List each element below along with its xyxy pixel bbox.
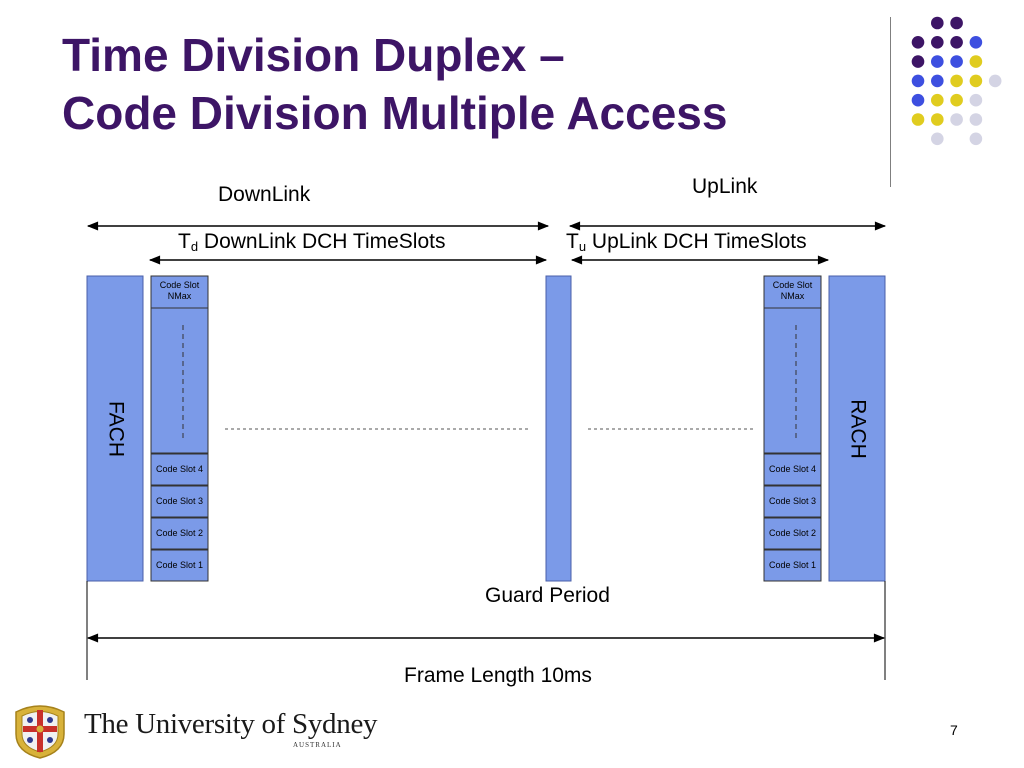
- uplink-code-slot-3: Code Slot 3: [768, 496, 817, 506]
- page-number: 7: [950, 722, 958, 738]
- td-label: Td DownLink DCH TimeSlots: [178, 230, 445, 254]
- downlink-code-slot-1: Code Slot 1: [155, 560, 204, 570]
- uplink-code-slot-4: Code Slot 4: [768, 464, 817, 474]
- tu-text: UpLink DCH TimeSlots: [591, 230, 807, 253]
- university-crest-logo: [15, 705, 65, 759]
- tu-label: Tu UpLink DCH TimeSlots: [566, 230, 807, 254]
- code-slot-nmax-line1: Code Slot: [159, 280, 200, 290]
- downlink-code-slot-nmax: Code Slot NMax: [151, 280, 208, 302]
- td-symbol: T: [178, 230, 191, 253]
- tu-symbol: T: [566, 230, 579, 253]
- tu-subscript: u: [578, 239, 587, 254]
- downlink-code-slot-3: Code Slot 3: [155, 496, 204, 506]
- downlink-label: DownLink: [218, 183, 311, 206]
- university-subtitle: AUSTRALIA: [293, 741, 342, 749]
- university-name: The University of Sydney: [84, 708, 378, 740]
- fach-block: [86, 275, 144, 582]
- guard-period-block: [545, 275, 572, 582]
- uplink-code-slot-1: Code Slot 1: [768, 560, 817, 570]
- rach-block: [828, 275, 886, 582]
- downlink-code-slot-2: Code Slot 2: [155, 528, 204, 538]
- code-slot-nmax-line1: Code Slot: [772, 280, 813, 290]
- tdd-frame-diagram: FACH RACH: [86, 221, 887, 680]
- downlink-code-slot-column: [150, 275, 209, 582]
- code-slot-nmax-line2: NMax: [167, 291, 192, 301]
- uplink-code-slot-2: Code Slot 2: [768, 528, 817, 538]
- slide-title: Time Division Duplex – Code Division Mul…: [62, 26, 727, 142]
- frame-length-label: Frame Length 10ms: [404, 664, 592, 687]
- downlink-code-slot-4: Code Slot 4: [155, 464, 204, 474]
- td-subscript: d: [190, 239, 199, 254]
- uplink-code-slot-nmax: Code Slot NMax: [764, 280, 821, 302]
- code-slot-nmax-line2: NMax: [780, 291, 805, 301]
- fach-label: FACH: [104, 401, 127, 457]
- title-divider: [890, 17, 891, 187]
- rach-label: RACH: [846, 399, 869, 459]
- guard-period-label: Guard Period: [485, 584, 610, 607]
- uplink-label: UpLink: [692, 175, 758, 198]
- title-line-1: Time Division Duplex –: [62, 29, 565, 81]
- td-text: DownLink DCH TimeSlots: [203, 230, 446, 253]
- title-line-2: Code Division Multiple Access: [62, 87, 728, 139]
- uplink-code-slot-column: [763, 275, 822, 582]
